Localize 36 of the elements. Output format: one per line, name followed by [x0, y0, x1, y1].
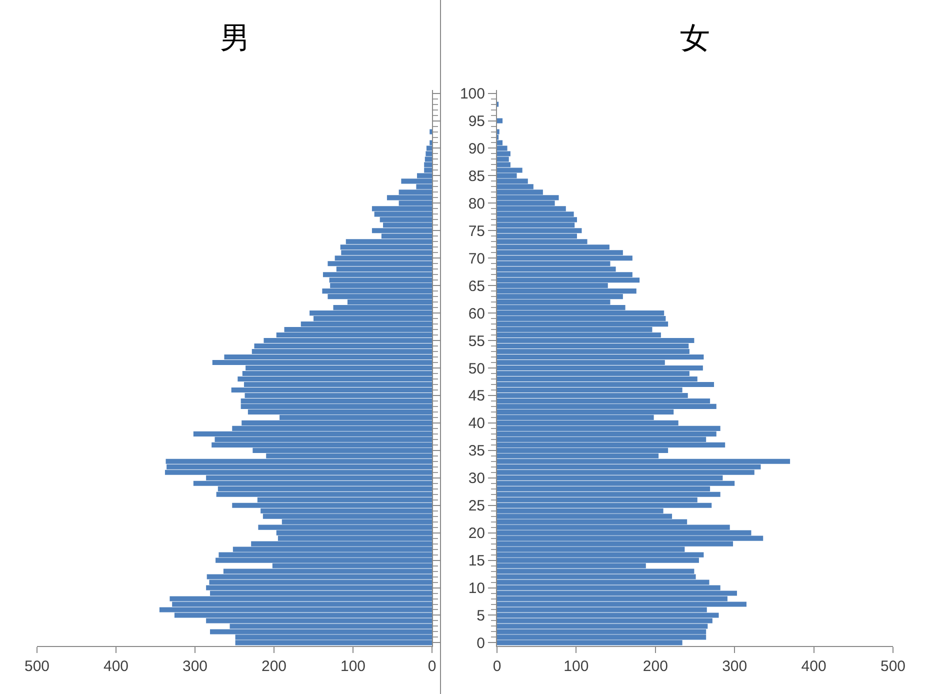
x-tick-label: 100 [340, 658, 366, 675]
y-tick-label: 85 [468, 168, 485, 185]
y-tick-label: 10 [468, 580, 485, 598]
x-tick-label: 300 [182, 658, 208, 675]
y-tick-label: 40 [468, 415, 485, 432]
y-tick-label: 5 [476, 607, 485, 624]
y-tick-label: 20 [468, 525, 485, 542]
chart-title: 男 [220, 21, 250, 56]
x-tick-label: 200 [261, 658, 287, 675]
y-tick-label: 55 [468, 332, 485, 350]
x-tick-label: 500 [24, 658, 50, 675]
y-tick-label: 65 [468, 278, 485, 295]
x-tick-label: 0 [492, 658, 502, 675]
y-tick-label: 70 [468, 250, 485, 268]
y-tick-label: 100 [460, 86, 485, 103]
x-tick-label: 300 [722, 658, 748, 675]
y-tick-label: 95 [468, 113, 485, 130]
chart-title: 女 [680, 21, 710, 56]
y-tick-label: 90 [468, 140, 485, 158]
y-tick-label: 45 [468, 388, 485, 405]
x-tick-label: 400 [801, 658, 826, 675]
y-tick-label: 35 [468, 442, 485, 460]
bar [497, 118, 503, 124]
y-tick-label: 0 [476, 634, 485, 652]
y-tick-label: 60 [468, 305, 485, 322]
y-tick-label: 80 [468, 195, 485, 212]
y-tick-label: 75 [468, 222, 485, 240]
x-tick-label: 0 [428, 658, 436, 675]
y-tick-label: 15 [468, 552, 485, 570]
y-tick-label: 50 [468, 360, 485, 378]
x-tick-label: 400 [103, 658, 129, 675]
x-tick-label: 200 [642, 658, 668, 675]
x-tick-label: 100 [564, 658, 589, 675]
y-tick-label: 25 [468, 498, 485, 515]
y-tick-label: 30 [468, 470, 485, 488]
x-tick-label: 500 [880, 658, 906, 675]
